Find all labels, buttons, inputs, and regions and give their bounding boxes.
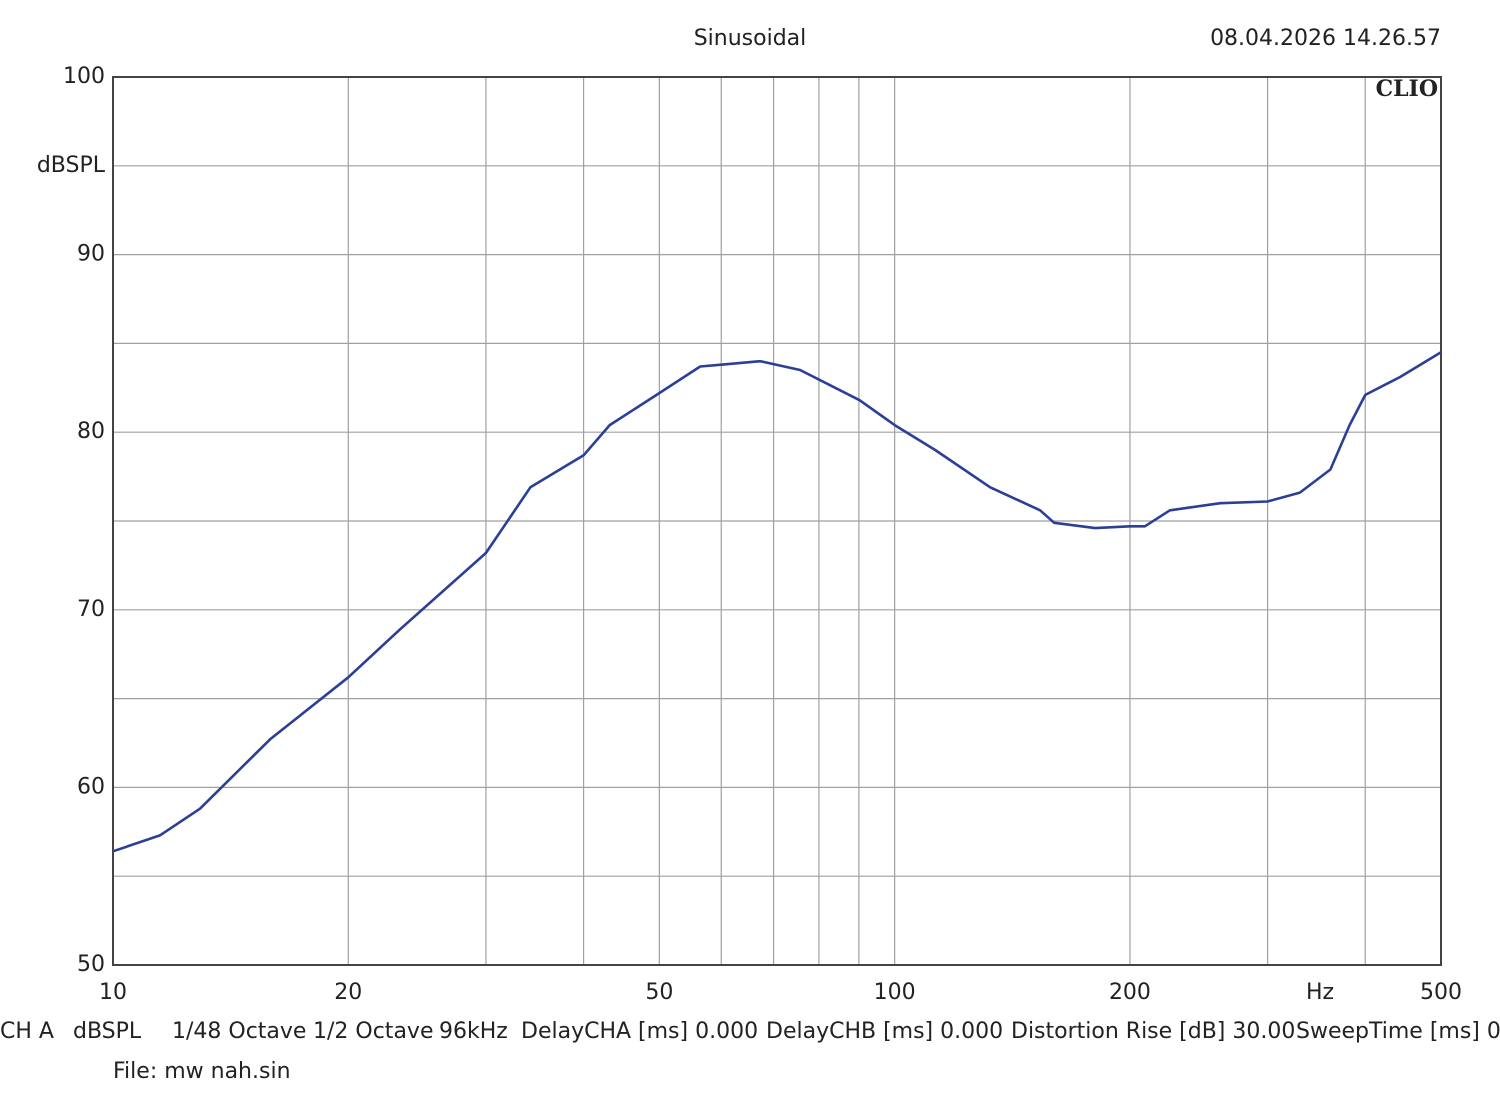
y-tick-label: 70 xyxy=(77,597,105,622)
x-tick-label: 20 xyxy=(334,980,362,1005)
info-item: 1/48 Octave xyxy=(172,1019,306,1044)
x-tick-label: 10 xyxy=(99,980,127,1005)
x-tick-label: 50 xyxy=(645,980,673,1005)
x-tick-label: 100 xyxy=(874,980,916,1005)
info-item: Distortion Rise [dB] 30.00 xyxy=(1011,1019,1295,1044)
y-tick-label: 100 xyxy=(63,64,105,89)
info-item: 1/2 Octave xyxy=(313,1019,433,1044)
y-tick-label: 90 xyxy=(77,242,105,267)
y-tick-label: 80 xyxy=(77,419,105,444)
file-name: File: mw nah.sin xyxy=(113,1059,291,1084)
response-curve xyxy=(112,351,1442,853)
info-item: DelayCHB [ms] 0.000 xyxy=(766,1019,1003,1044)
y-tick-label: 60 xyxy=(77,774,105,799)
info-item: SweepTime [ms] 0.0 xyxy=(1296,1019,1500,1044)
info-item: 96kHz xyxy=(439,1019,508,1044)
brand: CLIO xyxy=(1376,76,1438,102)
x-tick-label: 500 xyxy=(1420,980,1462,1005)
y-axis-label: dBSPL xyxy=(37,153,106,178)
info-item: dBSPL xyxy=(73,1019,142,1044)
plot-frame xyxy=(112,76,1442,966)
chart-title: Sinusoidal xyxy=(694,26,807,51)
x-tick-label: 200 xyxy=(1109,980,1151,1005)
timestamp: 08.04.2026 14.26.57 xyxy=(1210,26,1441,51)
info-item: CH A xyxy=(0,1019,54,1044)
x-axis-label: Hz xyxy=(1306,980,1334,1005)
y-tick-label: 50 xyxy=(77,952,105,977)
info-item: DelayCHA [ms] 0.000 xyxy=(521,1019,758,1044)
